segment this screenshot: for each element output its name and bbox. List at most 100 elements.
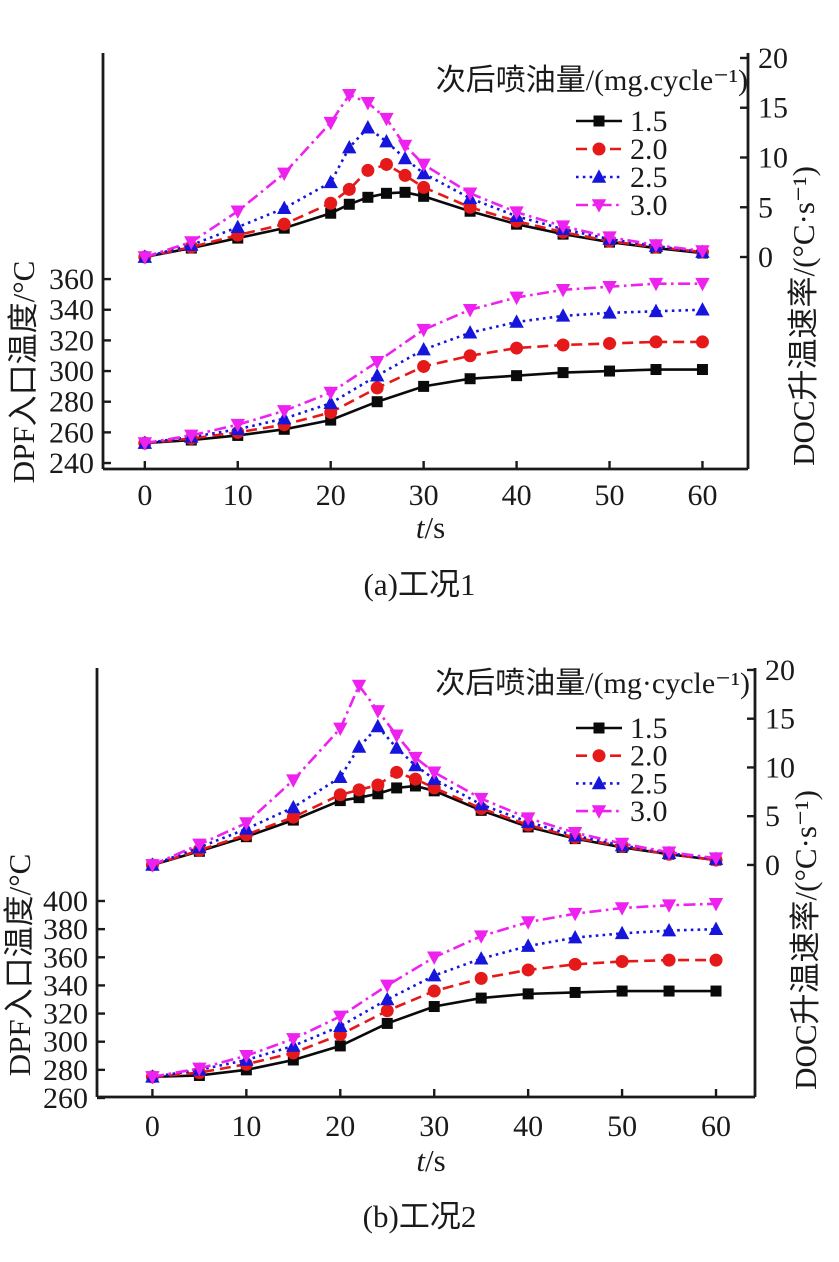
legend-marker-square [593,722,605,734]
x-tick-label: 30 [409,479,439,512]
y-right-tick-label: 20 [765,654,795,687]
x-axis: 0 10 20 30 40 50 60 t/s [137,461,717,545]
series-2.5-line [151,724,717,867]
series-3.0-markers [137,88,710,265]
y-right-tick-label: 0 [758,241,773,274]
y-left-tick-label: 360 [43,941,88,974]
x-tick-label: 50 [595,479,625,512]
y-left-tick-label: 360 [49,263,94,296]
figure-a: 0 10 20 30 40 50 60 t/s 240 260 280 300 320 340 360 DPF… [0,0,839,630]
series-temperature_vs_time-1.5 [146,985,722,1083]
x-axis-label: t/s [416,1143,445,1178]
y-left-tick-label: 380 [43,913,88,946]
series-heating_rate_vs_time-3.0 [145,679,724,873]
y-right-tick-label: 20 [758,42,788,75]
y-left-tick-label: 320 [49,324,94,357]
legend-item-label-2.0: 2.0 [630,740,668,773]
chart-b-canvas: 0 10 20 30 40 50 60t/s260280300320340360380400… [2,654,823,1178]
legend-item-label-2.5: 2.5 [630,767,668,800]
y-right-tick-label: 10 [765,751,795,784]
legend-marker-square [593,115,605,127]
series-2.0-line [144,163,703,259]
y-right-tick-label: 5 [765,800,780,833]
x-tick-label: 40 [502,479,532,512]
x-axis-label: t/s [416,510,445,545]
series-1.5-markers [146,985,722,1083]
y-right-tick-label: 10 [758,141,788,174]
legend-marker-triangle-down [591,805,607,819]
series-3.0-line [151,682,717,867]
legend-item-label-2.0: 2.0 [630,133,668,166]
x-tick-label: 0 [145,1110,160,1143]
series-1.5-line [144,191,703,259]
x-tick-label: 20 [325,1110,355,1143]
y-left-tick-label: 260 [49,416,94,449]
x-tick-label: 40 [513,1110,543,1143]
legend-item-label-1.5: 1.5 [630,105,668,138]
x-tick-label: 60 [687,479,717,512]
caption-a: (a)工况1 [363,567,476,602]
y-right-tick-label: 5 [758,191,773,224]
x-tick-label: 30 [419,1110,449,1143]
series-2.0-line [144,340,703,445]
figure-b: 0 10 20 30 40 50 60 t/s 260 280 300 320 340 360 380 400… [0,630,839,1262]
y-right-axis: 0 5 10 15 20 DOC升温速率/(°C·s⁻¹) [747,654,823,1090]
y-right-tick-label: 15 [758,92,788,125]
legend: 次后喷油量/(mg.cycle⁻¹) 1.52.02.53.0 [436,64,748,222]
y-left-tick-label: 300 [49,355,94,388]
y-right-axis-label: DOC升温速率/(°C·s⁻¹) [788,790,823,1090]
legend-title: 次后喷油量/(mg.cycle⁻¹) [436,64,748,97]
series-temperature_vs_time-1.5 [139,364,708,449]
y-left-tick-label: 340 [49,294,94,327]
y-right-tick-label: 15 [765,703,795,736]
legend-marker-circle [592,749,606,763]
legend-item-label-3.0: 3.0 [630,189,668,222]
y-left-tick-label: 300 [43,1026,88,1059]
y-left-tick-label: 280 [43,1054,88,1087]
y-left-tick-label: 260 [43,1082,88,1115]
y-left-tick-label: 280 [49,386,94,419]
chart-a-canvas: 0 10 20 30 40 50 60t/s240260280300320340360DPF… [6,42,821,545]
y-left-tick-label: 340 [43,969,88,1002]
legend-marker-triangle-up [591,775,607,790]
series-3.0-markers [145,898,724,1085]
y-left-tick-label: 240 [49,447,94,480]
series-2.5-line [144,125,703,259]
series-heating_rate_vs_time-3.0 [137,88,710,265]
series-heating_rate_vs_time-1.5 [139,186,708,263]
y-left-tick-label: 400 [43,885,88,918]
legend-item-label-2.5: 2.5 [630,161,668,194]
legend-marker-circle [592,142,606,156]
y-right-axis: 0 5 10 15 20 DOC升温速率/(°C·s⁻¹) [740,42,821,466]
x-tick-label: 50 [607,1110,637,1143]
legend-marker-triangle-down [591,199,607,213]
series-3.0-line [144,93,703,259]
series-temperature_vs_time-3.0 [137,277,710,451]
y-left-axis-label: DPF入口温度/°C [2,854,37,1077]
x-tick-label: 20 [316,479,346,512]
series-3.0-markers [137,277,710,451]
y-left-axis-label: DPF入口温度/°C [6,261,41,484]
x-tick-label: 10 [223,479,253,512]
series-1.5-line [144,368,703,445]
x-tick-label: 10 [231,1110,261,1143]
x-tick-label: 0 [137,479,152,512]
y-right-axis-label: DOC升温速率/(°C·s⁻¹) [786,166,821,466]
axes [101,53,750,471]
legend-item-label-1.5: 1.5 [630,712,668,745]
x-tick-label: 60 [701,1110,731,1143]
caption-b: (b)工况2 [362,1199,477,1234]
axes [95,668,757,1099]
series-3.0-markers [145,679,724,873]
series-2.0-line [152,770,717,867]
legend-item-label-3.0: 3.0 [630,795,668,828]
series-temperature_vs_time-3.0 [145,898,724,1085]
y-left-tick-label: 320 [43,998,88,1031]
series-heating_rate_vs_time-2.5 [145,718,724,871]
legend-marker-triangle-up [591,169,607,183]
y-right-tick-label: 0 [765,849,780,882]
series-1.5-markers [139,186,708,263]
legend: 次后喷油量/(mg·cycle⁻¹) 1.52.02.53.0 [435,667,750,828]
